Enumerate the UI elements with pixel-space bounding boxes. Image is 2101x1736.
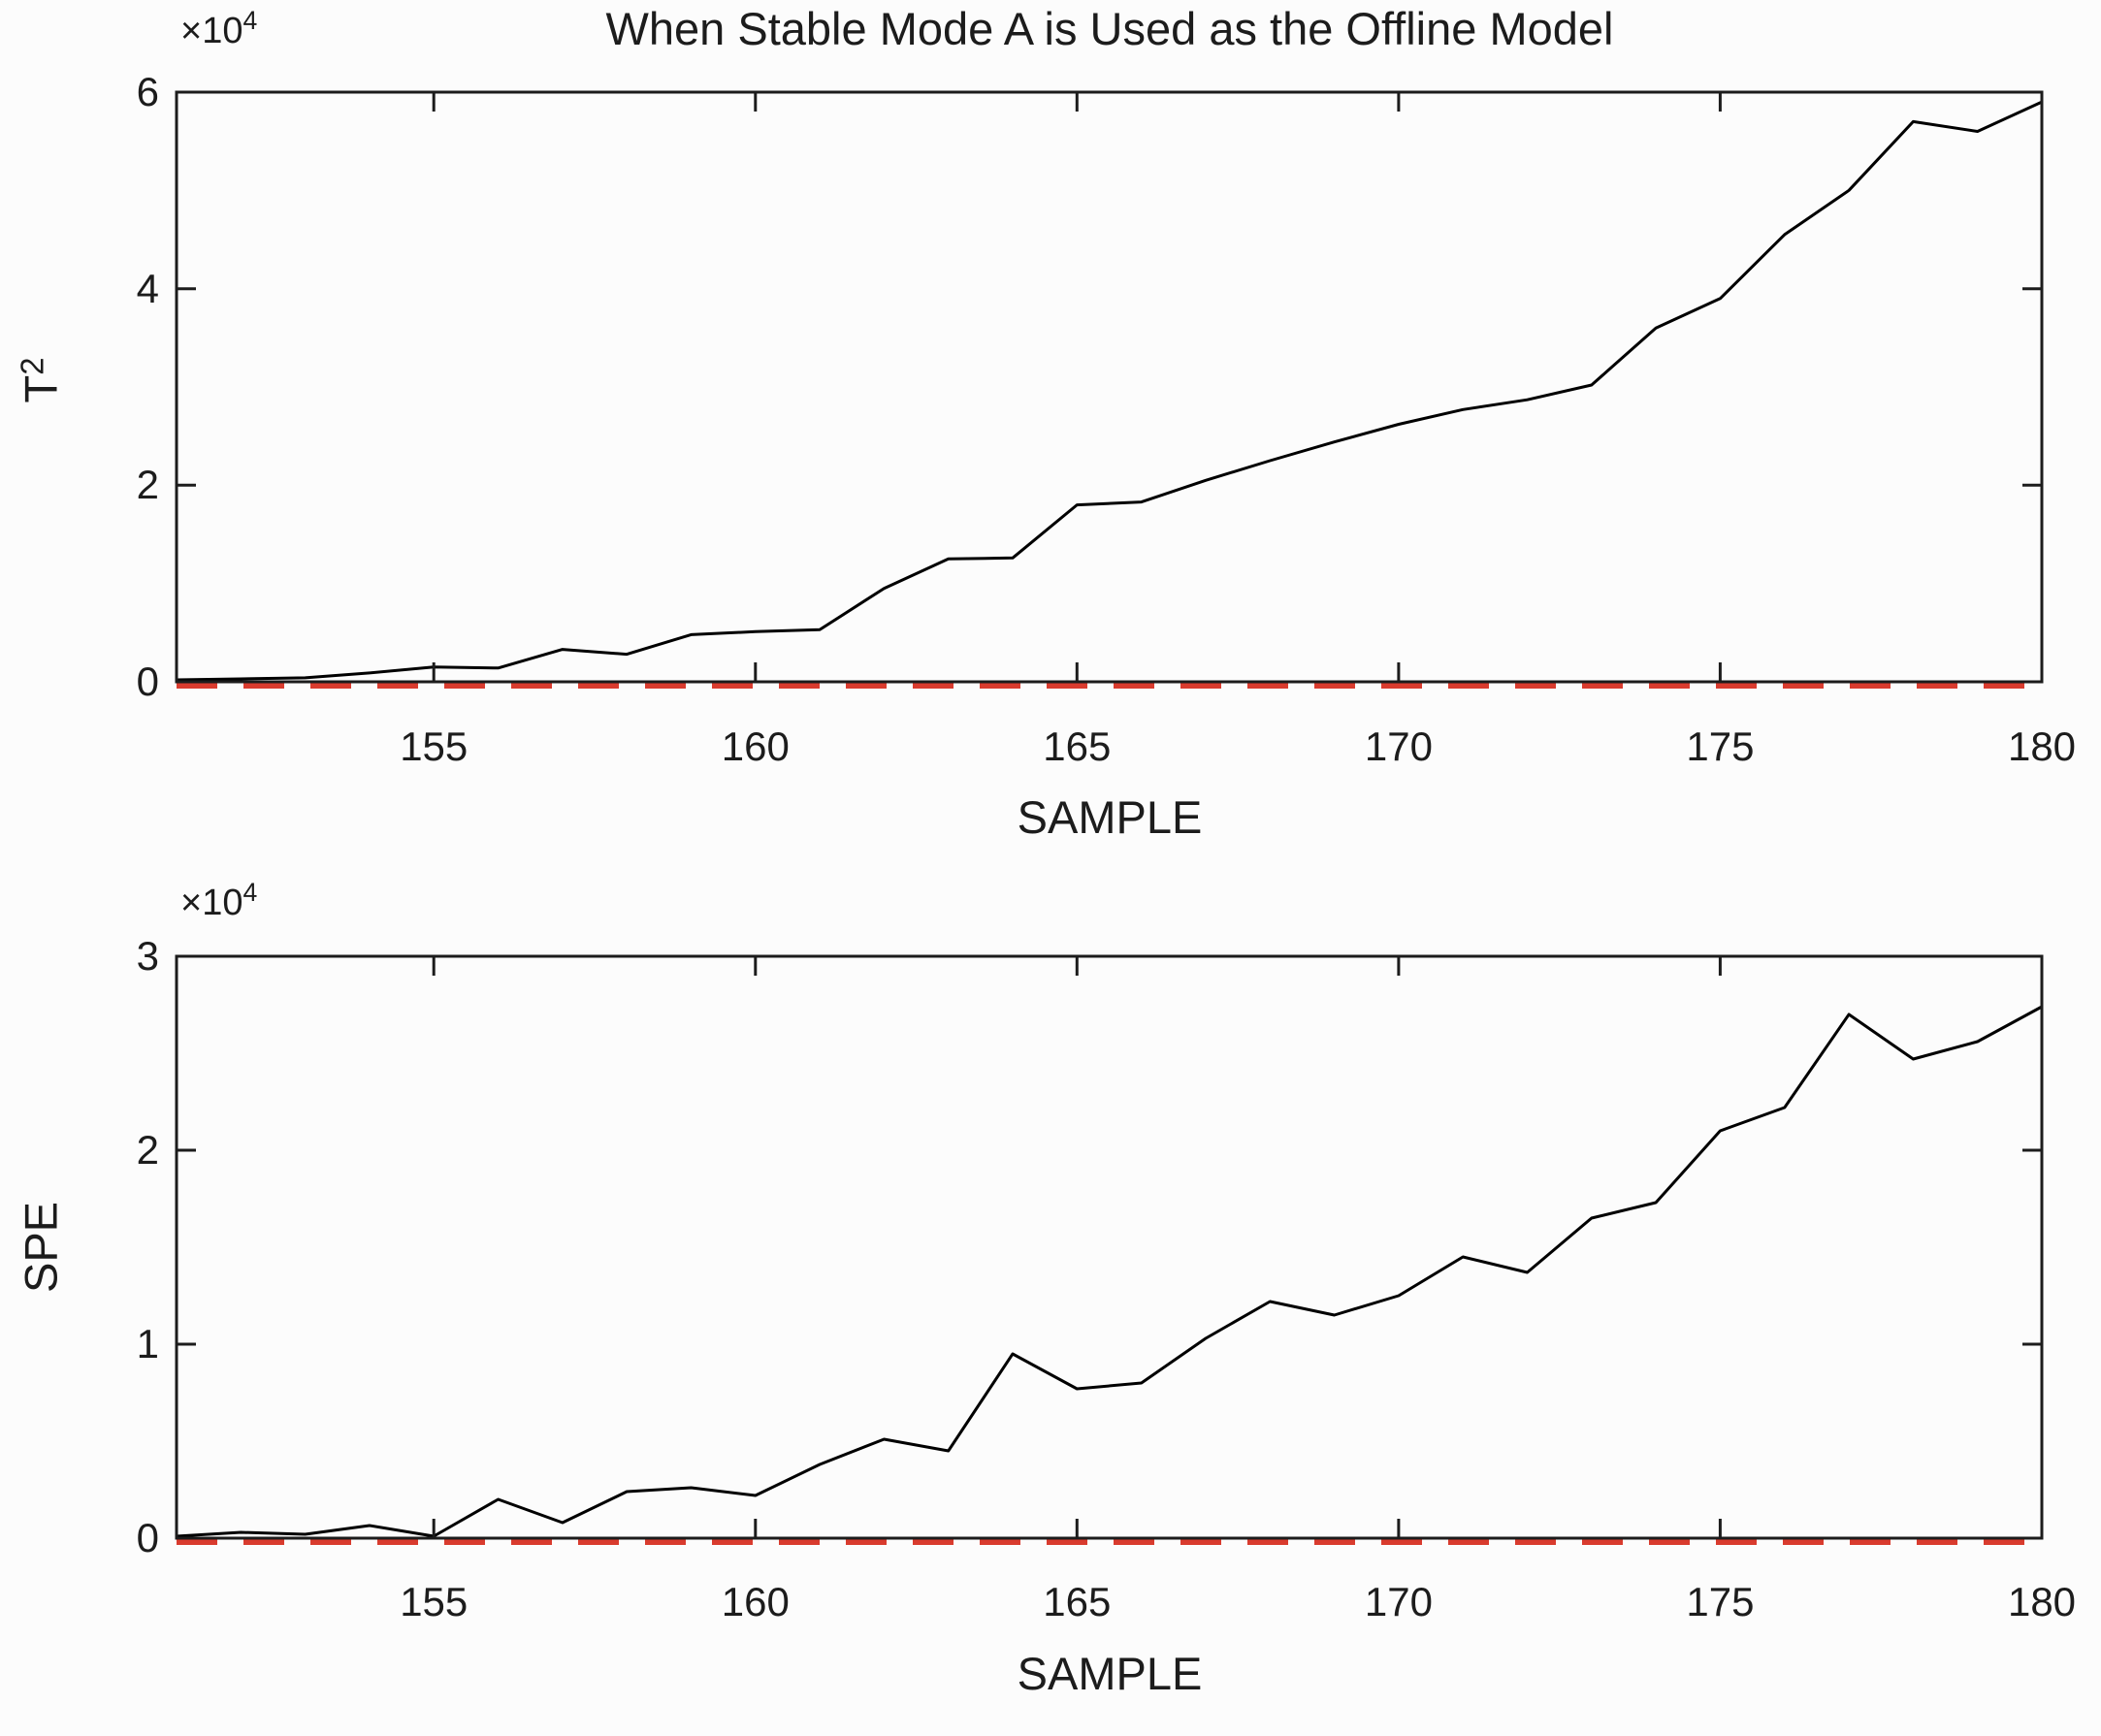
y-tick-label: 0: [136, 659, 159, 704]
y-axis-label: T2: [14, 357, 67, 403]
y-scale-exponent-label: ×104: [180, 6, 258, 51]
x-tick-label: 160: [721, 723, 790, 769]
x-axis-label: SAMPLE: [1017, 1648, 1203, 1699]
plot-canvas: [175, 954, 2044, 1545]
x-axis-label: SAMPLE: [1017, 791, 1203, 843]
t2-line-chart: [175, 90, 2044, 689]
plot-title: When Stable Mode A is Used as the Offlin…: [605, 3, 1614, 54]
x-tick-label: 160: [721, 1579, 790, 1624]
y-tick-label: 3: [136, 933, 159, 979]
x-tick-label: 180: [2007, 1579, 2077, 1624]
x-tick-label: 170: [1364, 723, 1433, 769]
y-tick-label: 1: [136, 1321, 159, 1366]
y-tick-label: 6: [136, 69, 159, 114]
SPE-statistic-line: [176, 1005, 2043, 1538]
x-tick-label: 165: [1043, 1579, 1112, 1624]
x-tick-label: 175: [1686, 1579, 1755, 1624]
plot-canvas: [175, 90, 2044, 689]
y-tick-label: 4: [136, 265, 159, 311]
axes-box: [175, 90, 2044, 684]
x-tick-label: 175: [1686, 723, 1755, 769]
y-axis-label: SPE: [15, 1201, 67, 1294]
x-tick-label: 170: [1364, 1579, 1433, 1624]
y-tick-label: 2: [136, 1127, 159, 1173]
x-tick-label: 155: [400, 723, 469, 769]
y-tick-label: 2: [136, 462, 159, 508]
y-tick-label: 0: [136, 1515, 159, 1560]
spe-line-chart: [175, 954, 2044, 1545]
T2-statistic-line: [176, 100, 2043, 682]
y-scale-exponent-label: ×104: [180, 878, 258, 923]
x-tick-label: 165: [1043, 723, 1112, 769]
x-tick-label: 155: [400, 1579, 469, 1624]
axes-box: [175, 954, 2044, 1540]
x-tick-label: 180: [2007, 723, 2077, 769]
